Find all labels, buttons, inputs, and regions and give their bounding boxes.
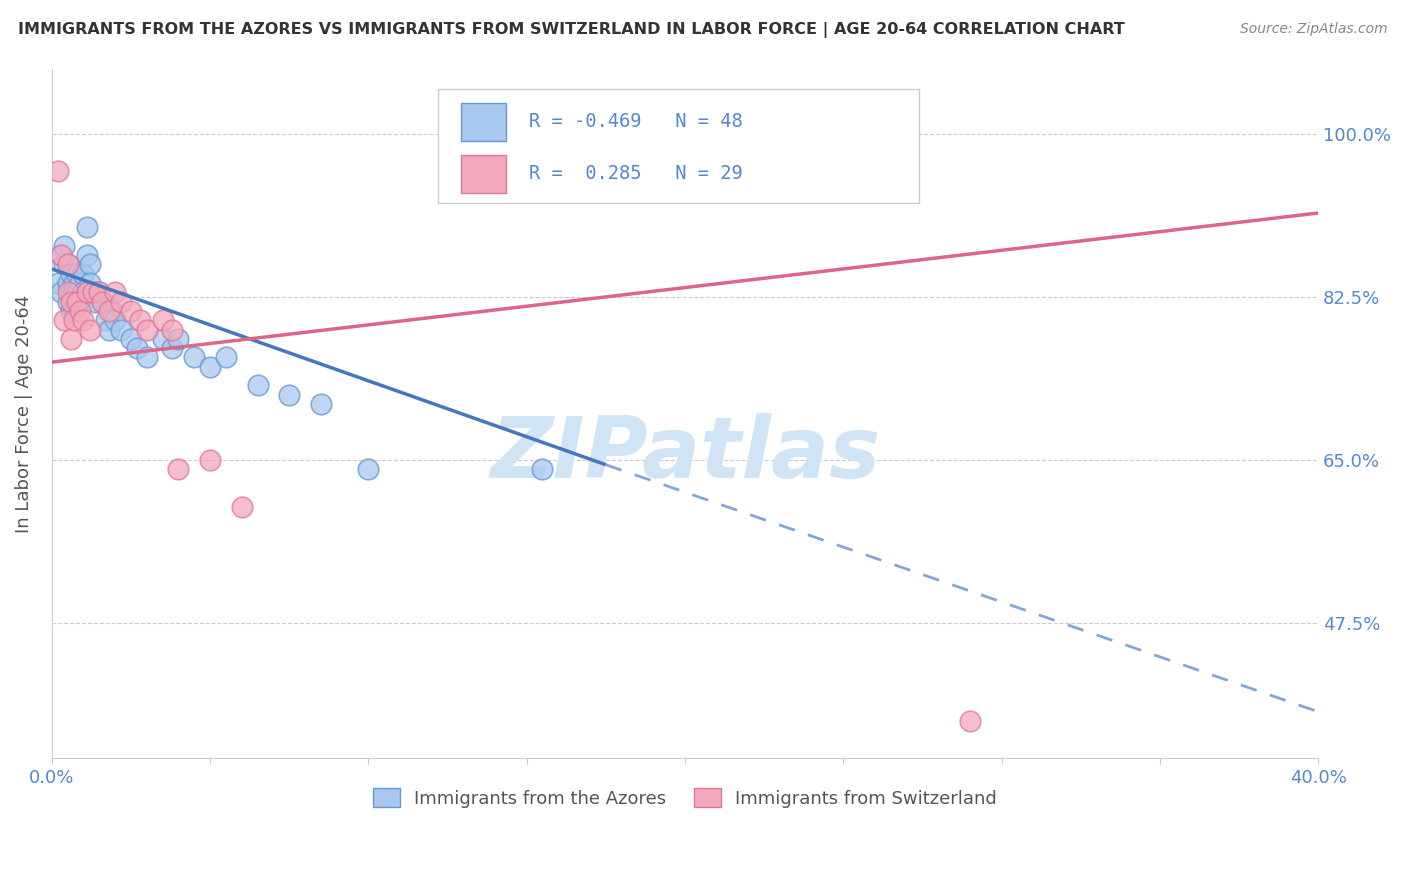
Point <box>104 285 127 300</box>
Point <box>56 257 79 271</box>
Bar <box>461 103 506 141</box>
Point <box>120 332 142 346</box>
Point <box>89 285 111 300</box>
Point <box>135 322 157 336</box>
Point <box>127 341 149 355</box>
Point <box>56 294 79 309</box>
Text: Source: ZipAtlas.com: Source: ZipAtlas.com <box>1240 22 1388 37</box>
Point <box>309 397 332 411</box>
Point <box>231 500 253 514</box>
Point <box>69 294 91 309</box>
FancyBboxPatch shape <box>439 89 920 203</box>
Legend: Immigrants from the Azores, Immigrants from Switzerland: Immigrants from the Azores, Immigrants f… <box>366 781 1004 815</box>
Bar <box>461 154 506 193</box>
Point <box>198 453 221 467</box>
Point <box>82 285 104 300</box>
Point <box>167 462 190 476</box>
Point <box>66 267 89 281</box>
Point <box>94 313 117 327</box>
Point <box>110 294 132 309</box>
Text: ZIPatlas: ZIPatlas <box>489 413 880 496</box>
Point <box>97 322 120 336</box>
Point <box>69 276 91 290</box>
Text: IMMIGRANTS FROM THE AZORES VS IMMIGRANTS FROM SWITZERLAND IN LABOR FORCE | AGE 2: IMMIGRANTS FROM THE AZORES VS IMMIGRANTS… <box>18 22 1125 38</box>
Text: R = -0.469   N = 48: R = -0.469 N = 48 <box>529 112 742 131</box>
Point <box>110 322 132 336</box>
Point <box>63 276 86 290</box>
Point <box>72 285 94 300</box>
Point <box>120 304 142 318</box>
Point <box>59 332 82 346</box>
Point <box>46 164 69 178</box>
Point <box>69 304 91 318</box>
Point <box>51 248 73 262</box>
Point <box>531 108 554 122</box>
Point <box>89 285 111 300</box>
Point <box>66 294 89 309</box>
Point <box>56 276 79 290</box>
Point <box>104 313 127 327</box>
Point <box>79 276 101 290</box>
Point <box>59 267 82 281</box>
Point <box>160 341 183 355</box>
Point <box>76 285 98 300</box>
Point <box>135 351 157 365</box>
Point <box>246 378 269 392</box>
Point <box>59 285 82 300</box>
Point <box>152 332 174 346</box>
Point <box>53 313 76 327</box>
Point <box>53 257 76 271</box>
Point <box>357 462 380 476</box>
Point <box>79 257 101 271</box>
Point <box>152 313 174 327</box>
Point <box>76 219 98 234</box>
Text: R =  0.285   N = 29: R = 0.285 N = 29 <box>529 164 742 183</box>
Point <box>215 351 238 365</box>
Point <box>278 388 301 402</box>
Point <box>59 304 82 318</box>
Point <box>46 276 69 290</box>
Point <box>76 248 98 262</box>
Point <box>167 332 190 346</box>
Point <box>63 285 86 300</box>
Point <box>91 294 114 309</box>
Point <box>66 294 89 309</box>
Point <box>51 248 73 262</box>
Point <box>72 267 94 281</box>
Point <box>198 359 221 374</box>
Point <box>66 285 89 300</box>
Point <box>63 304 86 318</box>
Point <box>51 285 73 300</box>
Point <box>531 462 554 476</box>
Point <box>63 313 86 327</box>
Point <box>97 304 120 318</box>
Point <box>56 257 79 271</box>
Y-axis label: In Labor Force | Age 20-64: In Labor Force | Age 20-64 <box>15 294 32 533</box>
Point <box>101 304 124 318</box>
Point <box>82 285 104 300</box>
Point <box>84 294 107 309</box>
Point <box>72 313 94 327</box>
Point <box>56 285 79 300</box>
Point <box>91 294 114 309</box>
Point <box>79 322 101 336</box>
Point <box>160 322 183 336</box>
Point <box>59 294 82 309</box>
Point <box>183 351 205 365</box>
Point <box>129 313 152 327</box>
Point <box>53 238 76 252</box>
Point <box>959 714 981 728</box>
